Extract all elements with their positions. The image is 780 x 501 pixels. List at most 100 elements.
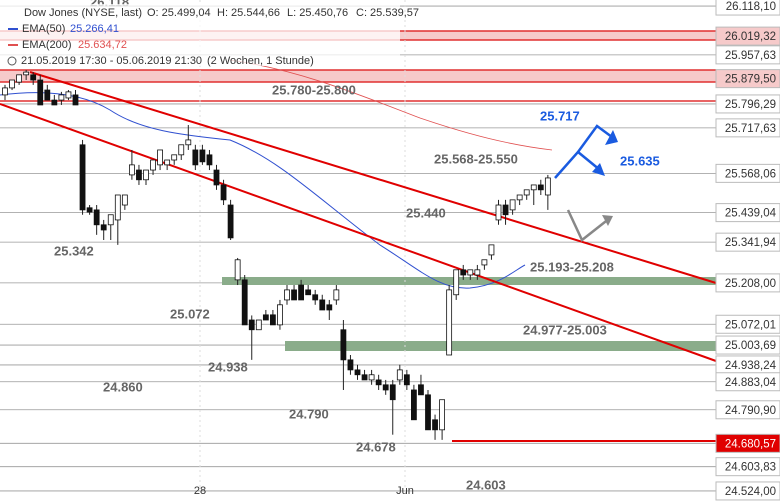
candle-body bbox=[396, 369, 403, 381]
y-tick-label: 25.208,00 bbox=[725, 278, 776, 290]
candle-body bbox=[375, 379, 382, 386]
candle-body bbox=[128, 164, 135, 176]
legend-value: 25.634,72 bbox=[78, 39, 127, 51]
annotation: 25.072 bbox=[170, 306, 210, 321]
candle-body bbox=[474, 269, 481, 276]
candle-body bbox=[234, 259, 241, 281]
y-tick-box bbox=[715, 433, 780, 453]
annotation: 25.193-25.208 bbox=[530, 259, 614, 274]
annotation: 25.440 bbox=[406, 205, 446, 220]
candle-body bbox=[488, 244, 495, 256]
annotation: 24.938 bbox=[208, 359, 248, 374]
candle-body bbox=[361, 374, 368, 381]
candle-body bbox=[523, 189, 530, 196]
legend-value: 25.266,41 bbox=[70, 23, 119, 35]
y-tick-label: 24.603,83 bbox=[725, 462, 776, 474]
y-tick-box bbox=[715, 163, 780, 183]
support-zone bbox=[222, 277, 716, 285]
candle-body bbox=[185, 139, 192, 146]
candle-body bbox=[220, 184, 227, 201]
candle-body bbox=[354, 369, 361, 376]
y-tick-box bbox=[715, 45, 780, 65]
legend-title: Dow Jones (NYSE, last) bbox=[24, 7, 142, 19]
candle-body bbox=[178, 144, 185, 156]
ema50-line bbox=[0, 92, 526, 289]
candle-body bbox=[439, 399, 446, 431]
annotation: 24.860 bbox=[103, 379, 143, 394]
candle-body bbox=[93, 209, 100, 226]
trend-line bbox=[29, 71, 717, 284]
arrowhead bbox=[592, 163, 605, 176]
candle-body bbox=[305, 289, 312, 296]
candle-body bbox=[2, 87, 8, 96]
ohlc: C: 25.539,57 bbox=[356, 7, 419, 19]
y-tick-label: 25.796,29 bbox=[725, 99, 776, 111]
ohlc: L: 25.450,76 bbox=[287, 7, 348, 19]
candle-body bbox=[453, 269, 460, 296]
arrow bbox=[577, 151, 601, 171]
annotation: 25.342 bbox=[54, 243, 94, 258]
ema200-line bbox=[229, 59, 553, 151]
candle-body bbox=[509, 199, 516, 211]
arrowhead bbox=[605, 130, 618, 145]
candle-body bbox=[460, 269, 467, 276]
y-tick-label: 25.879,50 bbox=[725, 74, 776, 86]
y-tick-box bbox=[715, 94, 780, 114]
annotation: 24.603 bbox=[466, 477, 506, 492]
candle-body bbox=[319, 299, 326, 311]
legend: EMA(50) 25.266,41 EMA(200) 25.634,72 bbox=[8, 23, 127, 51]
arrow bbox=[554, 124, 617, 179]
candle-body bbox=[23, 71, 30, 76]
candle-body bbox=[269, 314, 276, 326]
y-tick-label: 24.790,90 bbox=[725, 405, 776, 417]
y-tick-label: 24.680,57 bbox=[725, 438, 776, 450]
y-tick-label: 24.524,00 bbox=[725, 486, 776, 498]
annotation: 25.568-25.550 bbox=[434, 151, 518, 166]
candle-body bbox=[495, 204, 502, 221]
candle-body bbox=[277, 304, 283, 326]
candle-body bbox=[227, 204, 234, 239]
candle-body bbox=[9, 79, 15, 89]
arrow bbox=[566, 209, 611, 242]
y-tick-label: 24.883,04 bbox=[725, 377, 777, 389]
candle-body bbox=[446, 289, 453, 356]
y-tick-label: 25.439,04 bbox=[725, 208, 777, 220]
y-tick-label: 26.118,10 bbox=[726, 1, 776, 13]
candle-body bbox=[213, 169, 220, 186]
y-tick-box bbox=[715, 335, 780, 355]
candle-body bbox=[389, 384, 396, 401]
candle-body bbox=[544, 177, 551, 196]
candle-body bbox=[121, 194, 128, 206]
y-tick-box bbox=[715, 314, 780, 334]
candle-body bbox=[150, 159, 156, 171]
candle-body bbox=[241, 279, 248, 326]
ohlc: O: 25.499,04 bbox=[147, 7, 211, 19]
y-tick-label: 26.019,32 bbox=[725, 31, 776, 43]
candle-body bbox=[30, 74, 37, 81]
candle-body bbox=[37, 79, 44, 106]
clock-icon bbox=[7, 56, 17, 66]
y-tick-label: 25.003,69 bbox=[725, 340, 776, 352]
y-tick-box bbox=[715, 118, 780, 138]
candle-body bbox=[255, 319, 262, 331]
period: 21.05.2019 17:30 - 05.06.2019 21:30 bbox=[21, 55, 202, 67]
ohlc: H: 25.544,66 bbox=[217, 7, 280, 19]
candle-body bbox=[136, 169, 142, 181]
y-axis: 26.118,10 26.019,32 25.957,63 25.879,50 25.7… bbox=[715, 0, 780, 501]
candle-body bbox=[516, 194, 523, 201]
candle-body bbox=[51, 99, 58, 106]
candle-body bbox=[502, 204, 509, 216]
annotation: 24.790 bbox=[289, 406, 329, 421]
candle-body bbox=[298, 284, 305, 301]
candle-body bbox=[262, 314, 269, 321]
candle-body bbox=[58, 94, 65, 101]
candle-body bbox=[333, 289, 340, 301]
y-tick-label: 25.568,06 bbox=[725, 168, 776, 180]
candle-body bbox=[44, 89, 51, 101]
annotation: 24.977-25.003 bbox=[523, 322, 607, 337]
candles bbox=[2, 69, 551, 440]
candle-body bbox=[72, 94, 79, 106]
candle-body bbox=[347, 359, 354, 371]
annotation: 25.717 bbox=[540, 108, 580, 123]
x-tick-label: 28 bbox=[194, 485, 206, 497]
